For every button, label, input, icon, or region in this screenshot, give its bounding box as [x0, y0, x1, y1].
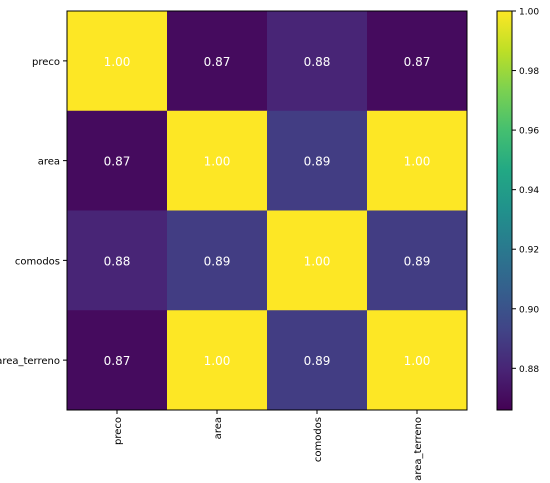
cell-value-label: 1.00 [304, 254, 331, 268]
cell-value-label: 0.87 [204, 55, 231, 69]
x-tick-label: preco [113, 417, 124, 445]
heatmap-cell [267, 110, 368, 211]
heatmap-cell [367, 210, 468, 311]
colorbar: 0.88 0.90 0.92 0.94 0.96 0.98 1.00 [496, 8, 539, 411]
cell-value-label: 1.00 [404, 354, 431, 368]
cell-value-label: 1.00 [104, 55, 131, 69]
y-tick-label: preco [32, 57, 60, 68]
cell-value-label: 0.87 [104, 155, 131, 169]
cell-value-label: 0.87 [404, 55, 431, 69]
y-axis: preco area comodos area_terreno [0, 57, 67, 367]
heatmap-cell [367, 11, 468, 112]
y-tick-label: area [38, 157, 60, 168]
heatmap-cell [367, 110, 468, 211]
plot-frame [66, 10, 468, 411]
colorbar-tick-label: 1.00 [519, 8, 539, 18]
x-tick-label: area_terreno [413, 417, 424, 481]
cell-value-label: 0.89 [204, 254, 231, 268]
colorbar-tick-label: 0.96 [519, 127, 539, 137]
heatmap-cell-labels: 1.00 0.87 0.88 0.87 0.87 1.00 0.89 1.00 0.88 0.89… [104, 55, 431, 368]
heatmap-cell [67, 210, 168, 311]
colorbar-tick-label: 0.92 [519, 246, 539, 256]
y-tick-label: comodos [15, 256, 60, 267]
heatmap-cell [267, 310, 368, 411]
cell-value-label: 1.00 [204, 354, 231, 368]
heatmap-cell [167, 11, 268, 112]
heatmap-cell [367, 310, 468, 411]
heatmap-cell [67, 310, 168, 411]
x-tick-label: area [213, 417, 224, 439]
cell-value-label: 0.89 [304, 354, 331, 368]
heatmap-cell [67, 11, 168, 112]
colorbar-tick-label: 0.88 [519, 365, 539, 375]
cell-value-label: 1.00 [204, 155, 231, 169]
cell-value-label: 0.89 [304, 155, 331, 169]
heatmap-cell [267, 11, 368, 112]
colorbar-tick-label: 0.90 [519, 305, 539, 315]
x-tick-label: comodos [313, 417, 324, 462]
heatmap-cell [167, 110, 268, 211]
heatmap-cell [67, 110, 168, 211]
cell-value-label: 0.89 [404, 254, 431, 268]
heatmap-cell [267, 210, 368, 311]
cell-value-label: 1.00 [404, 155, 431, 169]
x-axis: preco area comodos area_terreno [113, 410, 424, 481]
colorbar-tick-label: 0.94 [519, 186, 539, 196]
cell-value-label: 0.88 [304, 55, 331, 69]
heatmap-cell [167, 310, 268, 411]
colorbar-gradient [496, 10, 513, 411]
heatmap-cell [167, 210, 268, 311]
heatmap-cells [67, 11, 468, 411]
y-tick-label: area_terreno [0, 356, 60, 367]
cell-value-label: 0.88 [104, 254, 131, 268]
colorbar-tick-label: 0.98 [519, 67, 539, 77]
cell-value-label: 0.87 [104, 354, 131, 368]
